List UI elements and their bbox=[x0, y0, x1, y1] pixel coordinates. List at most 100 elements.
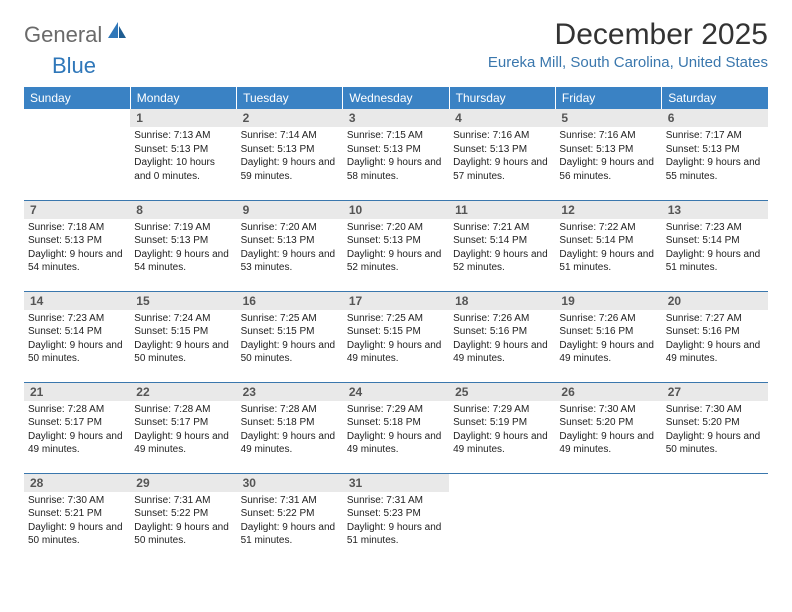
sunrise-text: Sunrise: 7:24 AM bbox=[134, 312, 232, 326]
day-number: 18 bbox=[449, 292, 555, 310]
day-details: Sunrise: 7:24 AMSunset: 5:15 PMDaylight:… bbox=[130, 310, 236, 370]
daylight-text: Daylight: 9 hours and 50 minutes. bbox=[241, 339, 339, 366]
daylight-text: Daylight: 9 hours and 51 minutes. bbox=[347, 521, 445, 548]
calendar-empty bbox=[662, 473, 768, 564]
daylight-text: Daylight: 9 hours and 49 minutes. bbox=[453, 430, 551, 457]
sunrise-text: Sunrise: 7:26 AM bbox=[453, 312, 551, 326]
sunrise-text: Sunrise: 7:27 AM bbox=[666, 312, 764, 326]
calendar-day: 2Sunrise: 7:14 AMSunset: 5:13 PMDaylight… bbox=[237, 109, 343, 200]
daylight-text: Daylight: 9 hours and 56 minutes. bbox=[559, 156, 657, 183]
sunset-text: Sunset: 5:14 PM bbox=[453, 234, 551, 248]
daylight-text: Daylight: 9 hours and 54 minutes. bbox=[134, 248, 232, 275]
day-number: 22 bbox=[130, 383, 236, 401]
day-details: Sunrise: 7:16 AMSunset: 5:13 PMDaylight:… bbox=[449, 127, 555, 187]
calendar-day: 24Sunrise: 7:29 AMSunset: 5:18 PMDayligh… bbox=[343, 382, 449, 473]
calendar-day: 28Sunrise: 7:30 AMSunset: 5:21 PMDayligh… bbox=[24, 473, 130, 564]
sunset-text: Sunset: 5:17 PM bbox=[28, 416, 126, 430]
calendar-week: 28Sunrise: 7:30 AMSunset: 5:21 PMDayligh… bbox=[24, 473, 768, 564]
daylight-text: Daylight: 9 hours and 50 minutes. bbox=[666, 430, 764, 457]
sunrise-text: Sunrise: 7:25 AM bbox=[241, 312, 339, 326]
day-number: 24 bbox=[343, 383, 449, 401]
calendar-day: 11Sunrise: 7:21 AMSunset: 5:14 PMDayligh… bbox=[449, 200, 555, 291]
day-details: Sunrise: 7:17 AMSunset: 5:13 PMDaylight:… bbox=[662, 127, 768, 187]
day-number: 20 bbox=[662, 292, 768, 310]
calendar-day: 21Sunrise: 7:28 AMSunset: 5:17 PMDayligh… bbox=[24, 382, 130, 473]
sunrise-text: Sunrise: 7:19 AM bbox=[134, 221, 232, 235]
calendar-day: 1Sunrise: 7:13 AMSunset: 5:13 PMDaylight… bbox=[130, 109, 236, 200]
sunset-text: Sunset: 5:22 PM bbox=[241, 507, 339, 521]
sunrise-text: Sunrise: 7:25 AM bbox=[347, 312, 445, 326]
daylight-text: Daylight: 9 hours and 58 minutes. bbox=[347, 156, 445, 183]
daylight-text: Daylight: 9 hours and 50 minutes. bbox=[28, 521, 126, 548]
calendar-empty bbox=[555, 473, 661, 564]
calendar-day: 26Sunrise: 7:30 AMSunset: 5:20 PMDayligh… bbox=[555, 382, 661, 473]
calendar-day: 15Sunrise: 7:24 AMSunset: 5:15 PMDayligh… bbox=[130, 291, 236, 382]
sunset-text: Sunset: 5:13 PM bbox=[134, 143, 232, 157]
daylight-text: Daylight: 9 hours and 49 minutes. bbox=[559, 339, 657, 366]
day-number: 31 bbox=[343, 474, 449, 492]
daylight-text: Daylight: 9 hours and 51 minutes. bbox=[559, 248, 657, 275]
calendar-day: 6Sunrise: 7:17 AMSunset: 5:13 PMDaylight… bbox=[662, 109, 768, 200]
sunrise-text: Sunrise: 7:16 AM bbox=[453, 129, 551, 143]
calendar-day: 20Sunrise: 7:27 AMSunset: 5:16 PMDayligh… bbox=[662, 291, 768, 382]
weekday-header: Wednesday bbox=[343, 87, 449, 109]
day-number: 19 bbox=[555, 292, 661, 310]
day-details: Sunrise: 7:31 AMSunset: 5:22 PMDaylight:… bbox=[237, 492, 343, 552]
day-details: Sunrise: 7:28 AMSunset: 5:17 PMDaylight:… bbox=[130, 401, 236, 461]
day-number: 6 bbox=[662, 109, 768, 127]
day-number: 4 bbox=[449, 109, 555, 127]
brand-logo: General bbox=[24, 18, 130, 48]
sunset-text: Sunset: 5:15 PM bbox=[347, 325, 445, 339]
calendar-page: General December 2025 Eureka Mill, South… bbox=[0, 0, 792, 574]
calendar-empty bbox=[24, 109, 130, 200]
daylight-text: Daylight: 9 hours and 49 minutes. bbox=[347, 430, 445, 457]
daylight-text: Daylight: 9 hours and 49 minutes. bbox=[28, 430, 126, 457]
day-details: Sunrise: 7:27 AMSunset: 5:16 PMDaylight:… bbox=[662, 310, 768, 370]
day-number: 29 bbox=[130, 474, 236, 492]
calendar-day: 30Sunrise: 7:31 AMSunset: 5:22 PMDayligh… bbox=[237, 473, 343, 564]
weekday-header: Sunday bbox=[24, 87, 130, 109]
day-details: Sunrise: 7:14 AMSunset: 5:13 PMDaylight:… bbox=[237, 127, 343, 187]
daylight-text: Daylight: 9 hours and 49 minutes. bbox=[666, 339, 764, 366]
sunset-text: Sunset: 5:14 PM bbox=[666, 234, 764, 248]
sunrise-text: Sunrise: 7:31 AM bbox=[241, 494, 339, 508]
brand-part2: Blue bbox=[52, 53, 96, 79]
calendar-head: SundayMondayTuesdayWednesdayThursdayFrid… bbox=[24, 87, 768, 109]
sunrise-text: Sunrise: 7:17 AM bbox=[666, 129, 764, 143]
daylight-text: Daylight: 9 hours and 50 minutes. bbox=[134, 339, 232, 366]
daylight-text: Daylight: 9 hours and 52 minutes. bbox=[347, 248, 445, 275]
calendar-day: 22Sunrise: 7:28 AMSunset: 5:17 PMDayligh… bbox=[130, 382, 236, 473]
day-details: Sunrise: 7:31 AMSunset: 5:22 PMDaylight:… bbox=[130, 492, 236, 552]
calendar-day: 5Sunrise: 7:16 AMSunset: 5:13 PMDaylight… bbox=[555, 109, 661, 200]
day-number: 3 bbox=[343, 109, 449, 127]
calendar-day: 17Sunrise: 7:25 AMSunset: 5:15 PMDayligh… bbox=[343, 291, 449, 382]
calendar-day: 25Sunrise: 7:29 AMSunset: 5:19 PMDayligh… bbox=[449, 382, 555, 473]
sunset-text: Sunset: 5:16 PM bbox=[666, 325, 764, 339]
calendar-day: 23Sunrise: 7:28 AMSunset: 5:18 PMDayligh… bbox=[237, 382, 343, 473]
sunrise-text: Sunrise: 7:14 AM bbox=[241, 129, 339, 143]
sunrise-text: Sunrise: 7:31 AM bbox=[134, 494, 232, 508]
day-details: Sunrise: 7:16 AMSunset: 5:13 PMDaylight:… bbox=[555, 127, 661, 187]
day-details: Sunrise: 7:30 AMSunset: 5:20 PMDaylight:… bbox=[662, 401, 768, 461]
day-details: Sunrise: 7:22 AMSunset: 5:14 PMDaylight:… bbox=[555, 219, 661, 279]
day-number: 28 bbox=[24, 474, 130, 492]
calendar-day: 9Sunrise: 7:20 AMSunset: 5:13 PMDaylight… bbox=[237, 200, 343, 291]
sunrise-text: Sunrise: 7:21 AM bbox=[453, 221, 551, 235]
day-details: Sunrise: 7:28 AMSunset: 5:18 PMDaylight:… bbox=[237, 401, 343, 461]
day-number: 5 bbox=[555, 109, 661, 127]
day-number: 7 bbox=[24, 201, 130, 219]
sunrise-text: Sunrise: 7:28 AM bbox=[134, 403, 232, 417]
calendar-day: 10Sunrise: 7:20 AMSunset: 5:13 PMDayligh… bbox=[343, 200, 449, 291]
day-details: Sunrise: 7:18 AMSunset: 5:13 PMDaylight:… bbox=[24, 219, 130, 279]
day-number: 25 bbox=[449, 383, 555, 401]
calendar-day: 18Sunrise: 7:26 AMSunset: 5:16 PMDayligh… bbox=[449, 291, 555, 382]
sunset-text: Sunset: 5:13 PM bbox=[241, 143, 339, 157]
day-number: 13 bbox=[662, 201, 768, 219]
sunset-text: Sunset: 5:15 PM bbox=[134, 325, 232, 339]
sunset-text: Sunset: 5:18 PM bbox=[347, 416, 445, 430]
day-number: 23 bbox=[237, 383, 343, 401]
sunset-text: Sunset: 5:21 PM bbox=[28, 507, 126, 521]
calendar-week: 1Sunrise: 7:13 AMSunset: 5:13 PMDaylight… bbox=[24, 109, 768, 200]
calendar-day: 7Sunrise: 7:18 AMSunset: 5:13 PMDaylight… bbox=[24, 200, 130, 291]
daylight-text: Daylight: 9 hours and 52 minutes. bbox=[453, 248, 551, 275]
